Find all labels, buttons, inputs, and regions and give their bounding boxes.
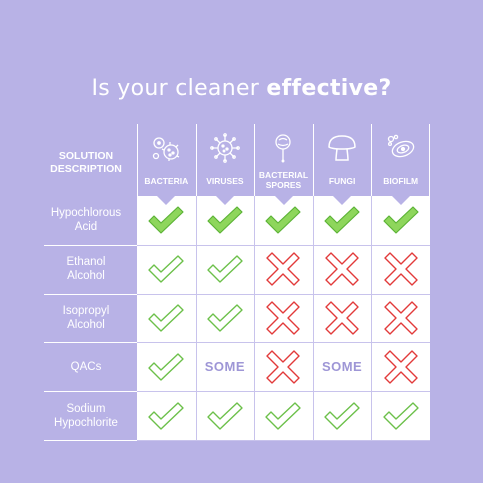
row-header: SOLUTION DESCRIPTION — [50, 150, 122, 175]
table-cell — [254, 391, 313, 440]
cross-icon — [383, 252, 418, 286]
mushroom-icon — [326, 132, 358, 164]
cross-icon — [266, 350, 301, 384]
table-cell — [313, 245, 372, 294]
row-divider — [137, 391, 430, 393]
row-divider — [44, 342, 137, 344]
column-header-bacterial: BACTERIAL SPORES — [254, 124, 313, 196]
column-header-label: BACTERIAL SPORES — [258, 170, 309, 190]
spore-icon — [267, 132, 299, 164]
check-icon — [383, 206, 419, 234]
table-cell — [371, 391, 430, 440]
header-divider — [312, 124, 314, 196]
check-icon — [148, 401, 184, 430]
header-divider — [429, 124, 430, 196]
row-label: Ethanol Alcohol — [66, 256, 106, 283]
check-icon — [207, 401, 243, 430]
row-label: Isopropyl Alcohol — [62, 304, 110, 331]
check-icon — [324, 206, 360, 234]
row-divider — [137, 244, 430, 246]
header-divider — [137, 124, 138, 196]
table-cell — [254, 294, 313, 343]
table-cell — [137, 294, 196, 343]
table-cell — [254, 342, 313, 391]
cross-icon — [383, 301, 418, 335]
table-cell — [137, 196, 196, 245]
header-notch — [215, 196, 234, 205]
column-header-bacteria: BACTERIA — [137, 124, 196, 196]
check-icon — [148, 304, 184, 332]
column-header-label: VIRUSES — [206, 176, 244, 186]
header-notch — [333, 196, 352, 205]
header-divider — [371, 124, 373, 196]
table-cell — [196, 196, 255, 245]
some-label: SOME — [204, 359, 246, 375]
column-header-fungi: FUNGI — [312, 124, 372, 196]
check-icon — [382, 401, 419, 430]
cross-icon — [325, 301, 359, 335]
check-icon — [148, 255, 184, 283]
table-cell — [137, 391, 196, 440]
row-label: Sodium Hypochlorite — [54, 402, 118, 429]
header-notch — [157, 196, 176, 205]
check-icon — [207, 206, 243, 234]
cross-icon — [266, 252, 301, 286]
column-divider — [195, 196, 197, 440]
column-divider — [371, 196, 373, 440]
check-icon — [324, 401, 360, 430]
table-cell — [371, 342, 430, 391]
biofilm-icon — [385, 132, 417, 164]
cross-icon — [266, 301, 301, 335]
bacteria-icon — [150, 132, 182, 164]
check-icon — [265, 206, 302, 234]
some-label: SOME — [321, 359, 363, 375]
header-notch — [274, 196, 293, 205]
row-label: Hypochlorous Acid — [50, 207, 122, 234]
column-header-label: BIOFILM — [383, 176, 419, 186]
table-cell — [371, 196, 430, 245]
column-divider — [312, 196, 314, 440]
row-label: QACs — [70, 360, 102, 373]
check-icon — [265, 401, 302, 430]
column-header-biofilm: BIOFILM — [371, 124, 430, 196]
row-divider — [44, 244, 137, 246]
check-icon — [148, 353, 184, 381]
table-cell — [371, 245, 430, 294]
column-header-label: BACTERIA — [144, 176, 189, 186]
table-cell: SOME — [313, 342, 372, 391]
row-divider — [137, 293, 430, 295]
header-notch — [391, 196, 410, 205]
check-icon — [207, 304, 243, 332]
header-divider — [254, 124, 256, 196]
page-title: Is your cleaner effective? — [91, 76, 392, 101]
virus-icon — [209, 132, 241, 164]
table-cell: SOME — [196, 342, 255, 391]
cross-icon — [325, 252, 359, 286]
table-cell — [254, 245, 313, 294]
table-cell — [196, 294, 255, 343]
table-body — [137, 196, 430, 440]
table-cell — [313, 196, 372, 245]
row-divider — [44, 391, 137, 393]
table-cell — [196, 245, 255, 294]
table-cell — [196, 391, 255, 440]
row-divider — [137, 440, 430, 441]
check-icon — [207, 255, 243, 283]
column-header-label: FUNGI — [328, 176, 356, 186]
table-cell — [313, 294, 372, 343]
column-divider — [254, 196, 256, 440]
row-divider — [44, 440, 137, 441]
row-divider — [44, 293, 137, 295]
check-icon — [148, 206, 184, 234]
table-cell — [371, 294, 430, 343]
table-cell — [254, 196, 313, 245]
cross-icon — [383, 350, 418, 384]
table-cell — [137, 342, 196, 391]
table-cell — [313, 391, 372, 440]
row-divider — [137, 342, 430, 344]
table-cell — [137, 245, 196, 294]
column-header-viruses: VIRUSES — [195, 124, 255, 196]
header-divider — [195, 124, 197, 196]
